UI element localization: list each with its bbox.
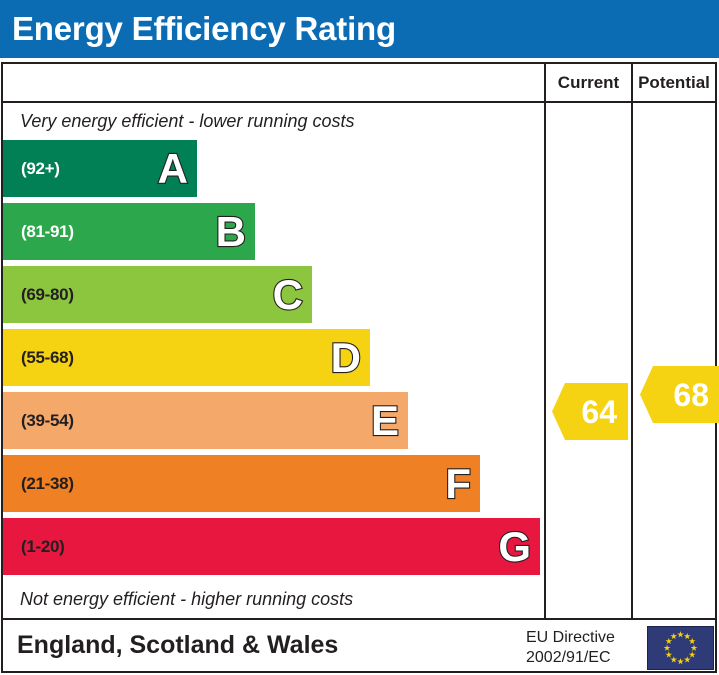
band-letter-c: C [272,270,305,318]
eu-star-icon [688,637,696,645]
eu-star-icon [670,656,678,663]
band-row-c: (69-80) C [3,266,312,323]
column-divider-current [544,103,546,618]
band-range-b: (81-91) [21,221,74,241]
eu-star-icon [677,631,684,638]
column-divider-potential [631,103,633,618]
band-range-g: (1-20) [21,536,65,556]
table-header-row: Current Potential [3,64,715,103]
eu-star-icon [677,658,684,665]
band-letter-a: A [157,144,190,192]
band-range-a: (92+) [21,158,60,178]
band-range-d: (55-68) [21,347,74,367]
band-range-f: (21-38) [21,473,74,493]
footer-divider [3,618,715,620]
footer-row: England, Scotland & Wales EU Directive 2… [3,620,715,673]
current-rating-marker: 64 [552,383,628,440]
caption-not-efficient: Not energy efficient - higher running co… [20,589,354,609]
band-letter-b: B [215,207,248,255]
band-letter-d: D [330,333,363,381]
column-header-potential: Potential [631,64,715,101]
band-letter-f: F [444,459,472,507]
eu-star-icon [683,656,691,663]
column-header-blank [3,64,544,101]
band-row-b: (81-91) B [3,203,255,260]
band-row-a: (92+) A [3,140,197,197]
directive-line-1: EU Directive [526,629,615,646]
band-range-e: (39-54) [21,410,74,430]
caption-very-efficient: Very energy efficient - lower running co… [20,111,355,131]
eu-flag-icon [647,626,714,670]
band-row-f: (21-38) F [3,455,480,512]
footer-region-label: England, Scotland & Wales [17,631,339,659]
band-letter-e: E [370,396,400,444]
eu-star-icon [663,644,671,651]
page-title: Energy Efficiency Rating [12,10,396,47]
band-row-e: (39-54) E [3,392,408,449]
eu-star-icon [665,637,673,645]
potential-rating-value: 68 [673,376,709,413]
eu-star-icon [665,651,673,658]
footer-directive-label: EU Directive 2002/91/EC [526,628,615,668]
eu-star-icon [683,632,691,640]
rating-table: Current Potential Very energy efficient … [1,62,719,673]
column-header-current: Current [544,64,631,101]
directive-line-2: 2002/91/EC [526,649,611,666]
band-row-g: (1-20) G [3,518,540,575]
potential-rating-marker: 68 [640,366,719,423]
current-rating-value: 64 [581,393,617,430]
band-list: (92+) A (81-91) B (69-80) C (55-68) D (39-54) E (2… [3,140,544,581]
eu-star-icon [688,651,696,658]
band-range-c: (69-80) [21,284,74,304]
band-row-d: (55-68) D [3,329,370,386]
band-letter-g: G [497,522,532,570]
eu-star-icon [670,632,678,640]
eu-star-icon [690,644,698,651]
chart-title-bar: Energy Efficiency Rating [0,0,719,58]
